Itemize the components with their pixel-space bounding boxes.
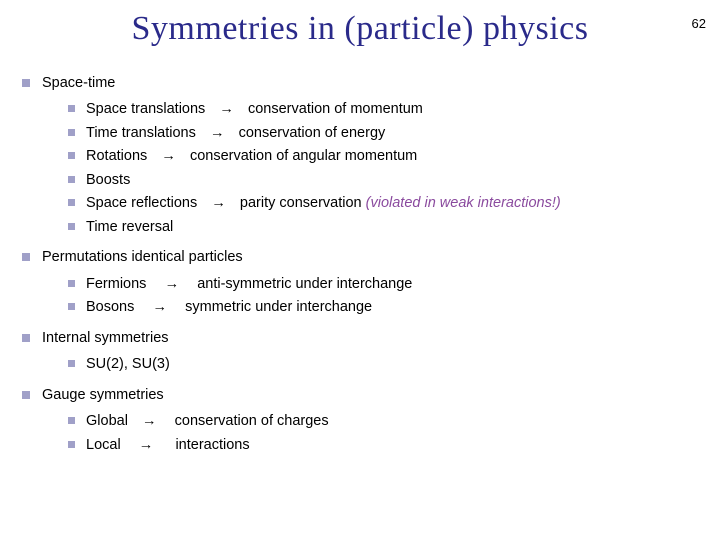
- list-item: Space reflections → parity conservation …: [86, 192, 702, 214]
- list-item: Time translations → conservation of ener…: [86, 122, 702, 144]
- section-list: Space-time Space translations → conserva…: [18, 72, 702, 456]
- item-post: conservation of angular momentum: [190, 148, 417, 164]
- item-pre: Fermions: [86, 276, 146, 292]
- item-list: Space translations → conservation of mom…: [42, 98, 702, 238]
- section-heading: Space-time: [42, 75, 115, 91]
- item-pre: Global: [86, 413, 128, 429]
- list-item: Rotations → conservation of angular mome…: [86, 145, 702, 167]
- item-pre: Local: [86, 437, 121, 453]
- arrow-icon: →: [209, 192, 228, 214]
- list-item: Fermions → anti-symmetric under intercha…: [86, 273, 702, 295]
- section-internal: Internal symmetries SU(2), SU(3): [42, 327, 702, 376]
- item-pre: Boosts: [86, 172, 130, 188]
- slide-title: Symmetries in (particle) physics: [0, 10, 720, 48]
- list-item: Bosons → symmetric under interchange: [86, 296, 702, 318]
- arrow-icon: →: [151, 296, 170, 318]
- arrow-icon: →: [137, 434, 156, 456]
- item-pre: Rotations: [86, 148, 147, 164]
- section-heading: Gauge symmetries: [42, 387, 164, 403]
- page-number: 62: [692, 16, 706, 31]
- section-heading: Internal symmetries: [42, 330, 169, 346]
- arrow-icon: →: [159, 145, 178, 167]
- list-item: Global → conservation of charges: [86, 410, 702, 432]
- arrow-icon: →: [140, 410, 159, 432]
- list-item: Space translations → conservation of mom…: [86, 98, 702, 120]
- item-pre: Space translations: [86, 101, 205, 117]
- list-item: Local → interactions: [86, 434, 702, 456]
- arrow-icon: →: [163, 273, 182, 295]
- item-post: symmetric under interchange: [185, 299, 372, 315]
- arrow-icon: →: [217, 98, 236, 120]
- item-post: conservation of charges: [175, 413, 329, 429]
- section-space-time: Space-time Space translations → conserva…: [42, 72, 702, 238]
- section-heading: Permutations identical particles: [42, 249, 243, 265]
- section-permutations: Permutations identical particles Fermion…: [42, 246, 702, 318]
- list-item: Time reversal: [86, 216, 702, 238]
- item-post: parity conservation: [240, 195, 362, 211]
- item-post: interactions: [175, 437, 249, 453]
- item-pre: Bosons: [86, 299, 134, 315]
- item-post: conservation of momentum: [248, 101, 423, 117]
- arrow-icon: →: [208, 122, 227, 144]
- list-item: Boosts: [86, 169, 702, 191]
- list-item: SU(2), SU(3): [86, 353, 702, 375]
- item-post: conservation of energy: [239, 125, 386, 141]
- item-post: anti-symmetric under interchange: [197, 276, 412, 292]
- item-note: (violated in weak interactions!): [366, 195, 561, 211]
- item-pre: SU(2), SU(3): [86, 356, 170, 372]
- item-pre: Time reversal: [86, 219, 173, 235]
- content-body: Space-time Space translations → conserva…: [0, 72, 720, 456]
- item-list: SU(2), SU(3): [42, 353, 702, 375]
- item-list: Fermions → anti-symmetric under intercha…: [42, 273, 702, 319]
- slide: 62 Symmetries in (particle) physics Spac…: [0, 10, 720, 540]
- item-list: Global → conservation of charges Local →…: [42, 410, 702, 456]
- item-pre: Space reflections: [86, 195, 197, 211]
- item-pre: Time translations: [86, 125, 196, 141]
- section-gauge: Gauge symmetries Global → conservation o…: [42, 384, 702, 456]
